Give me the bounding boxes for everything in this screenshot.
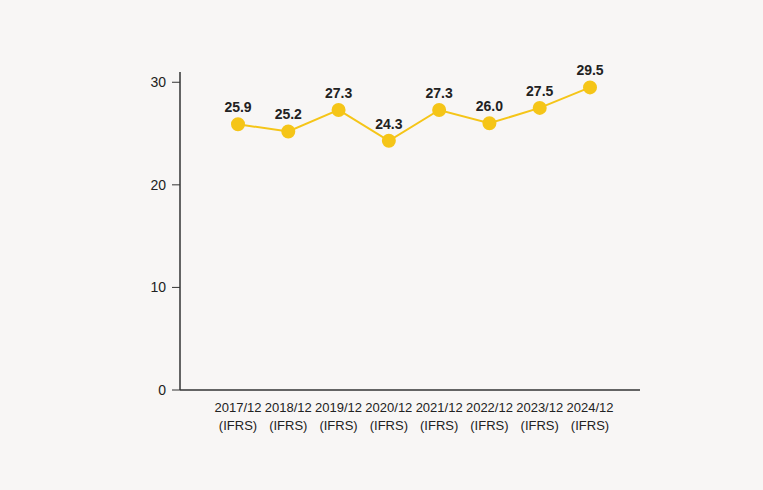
- svg-text:25.9: 25.9: [224, 99, 251, 115]
- svg-text:2020/12(IFRS): 2020/12(IFRS): [365, 400, 412, 433]
- svg-text:2019/12(IFRS): 2019/12(IFRS): [315, 400, 362, 433]
- svg-text:0: 0: [158, 382, 166, 398]
- svg-text:25.2: 25.2: [275, 106, 302, 122]
- svg-text:27.3: 27.3: [426, 85, 453, 101]
- svg-text:2021/12(IFRS): 2021/12(IFRS): [416, 400, 463, 433]
- svg-text:24.3: 24.3: [375, 116, 402, 132]
- svg-text:20: 20: [150, 177, 166, 193]
- svg-text:27.3: 27.3: [325, 85, 352, 101]
- svg-text:2024/12(IFRS): 2024/12(IFRS): [567, 400, 614, 433]
- svg-text:2018/12(IFRS): 2018/12(IFRS): [265, 400, 312, 433]
- svg-text:2022/12(IFRS): 2022/12(IFRS): [466, 400, 513, 433]
- svg-text:26.0: 26.0: [476, 98, 503, 114]
- svg-text:27.5: 27.5: [526, 83, 553, 99]
- svg-text:29.5: 29.5: [576, 62, 603, 78]
- svg-text:30: 30: [150, 74, 166, 90]
- svg-text:2017/12(IFRS): 2017/12(IFRS): [215, 400, 262, 433]
- svg-text:2023/12(IFRS): 2023/12(IFRS): [516, 400, 563, 433]
- svg-text:10: 10: [150, 279, 166, 295]
